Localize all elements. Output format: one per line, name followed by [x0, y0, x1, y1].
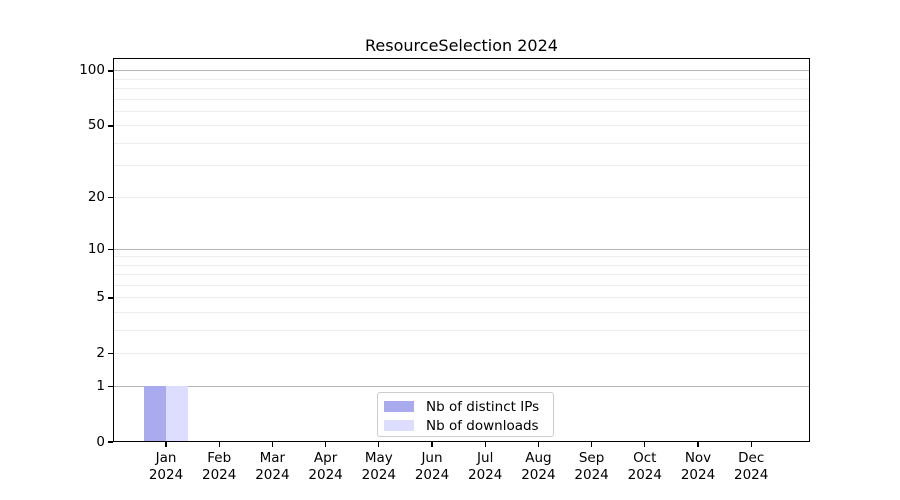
y-tick-label-0: 0: [45, 435, 105, 450]
y-tick-label-100: 100: [45, 63, 105, 78]
gridline-minor-30: [113, 165, 810, 166]
gridline-minor-8: [113, 265, 810, 266]
y-tick-mark-50: [108, 125, 113, 126]
plot-frame: [113, 58, 810, 442]
y-tick-label-50: 50: [45, 118, 105, 133]
gridline-minor-50: [113, 125, 810, 126]
x-tick-mark-dec: [751, 442, 752, 447]
y-tick-label-1: 1: [45, 379, 105, 394]
bar-jan-downloads: [166, 386, 188, 442]
y-tick-mark-2: [108, 353, 113, 354]
y-tick-label-10: 10: [45, 242, 105, 257]
gridline-minor-6: [113, 285, 810, 286]
x-tick-label-dec: Dec2024: [719, 450, 783, 484]
x-tick-mark-oct: [644, 442, 645, 447]
y-tick-mark-1: [108, 386, 113, 387]
y-tick-mark-100: [108, 70, 113, 71]
gridline-minor-9: [113, 256, 810, 257]
gridline-minor-60: [113, 111, 810, 112]
gridline-major-10: [113, 249, 810, 250]
x-tick-year: 2024: [719, 467, 783, 484]
gridline-minor-2: [113, 353, 810, 354]
x-tick-mark-aug: [538, 442, 539, 447]
legend-label-distinct-ips: Nb of distinct IPs: [426, 399, 539, 415]
chart-title: ResourceSelection 2024: [113, 36, 810, 55]
y-tick-label-20: 20: [45, 190, 105, 205]
legend-swatch-downloads-icon: [384, 420, 414, 431]
gridline-minor-3: [113, 330, 810, 331]
gridline-minor-20: [113, 197, 810, 198]
x-tick-mark-jan: [165, 442, 166, 447]
y-tick-label-2: 2: [45, 346, 105, 361]
gridline-major-100: [113, 70, 810, 71]
legend-item-downloads: Nb of downloads: [384, 416, 547, 435]
figure: ResourceSelection 2024 Nb of distinct IP…: [0, 0, 900, 500]
legend-item-distinct-ips: Nb of distinct IPs: [384, 397, 547, 416]
y-tick-mark-5: [108, 297, 113, 298]
x-tick-mark-mar: [272, 442, 273, 447]
gridline-minor-5: [113, 297, 810, 298]
y-tick-label-5: 5: [45, 290, 105, 305]
gridline-major-1: [113, 386, 810, 387]
x-tick-mark-sep: [591, 442, 592, 447]
legend-swatch-distinct-ips-icon: [384, 401, 414, 412]
gridline-minor-90: [113, 79, 810, 80]
gridline-minor-7: [113, 274, 810, 275]
gridline-minor-80: [113, 88, 810, 89]
y-tick-mark-0: [108, 441, 113, 442]
y-tick-mark-10: [108, 249, 113, 250]
x-tick-mark-apr: [325, 442, 326, 447]
gridline-minor-4: [113, 312, 810, 313]
x-tick-mark-jul: [485, 442, 486, 447]
legend-label-downloads: Nb of downloads: [426, 418, 539, 434]
gridline-minor-40: [113, 143, 810, 144]
x-tick-mark-nov: [697, 442, 698, 447]
x-tick-mark-jun: [431, 442, 432, 447]
bar-jan-distinct-ips: [144, 386, 166, 442]
x-tick-month: Dec: [719, 450, 783, 467]
x-tick-mark-feb: [219, 442, 220, 447]
y-tick-mark-20: [108, 197, 113, 198]
gridline-minor-70: [113, 99, 810, 100]
x-tick-mark-may: [378, 442, 379, 447]
legend: Nb of distinct IPs Nb of downloads: [377, 392, 554, 437]
